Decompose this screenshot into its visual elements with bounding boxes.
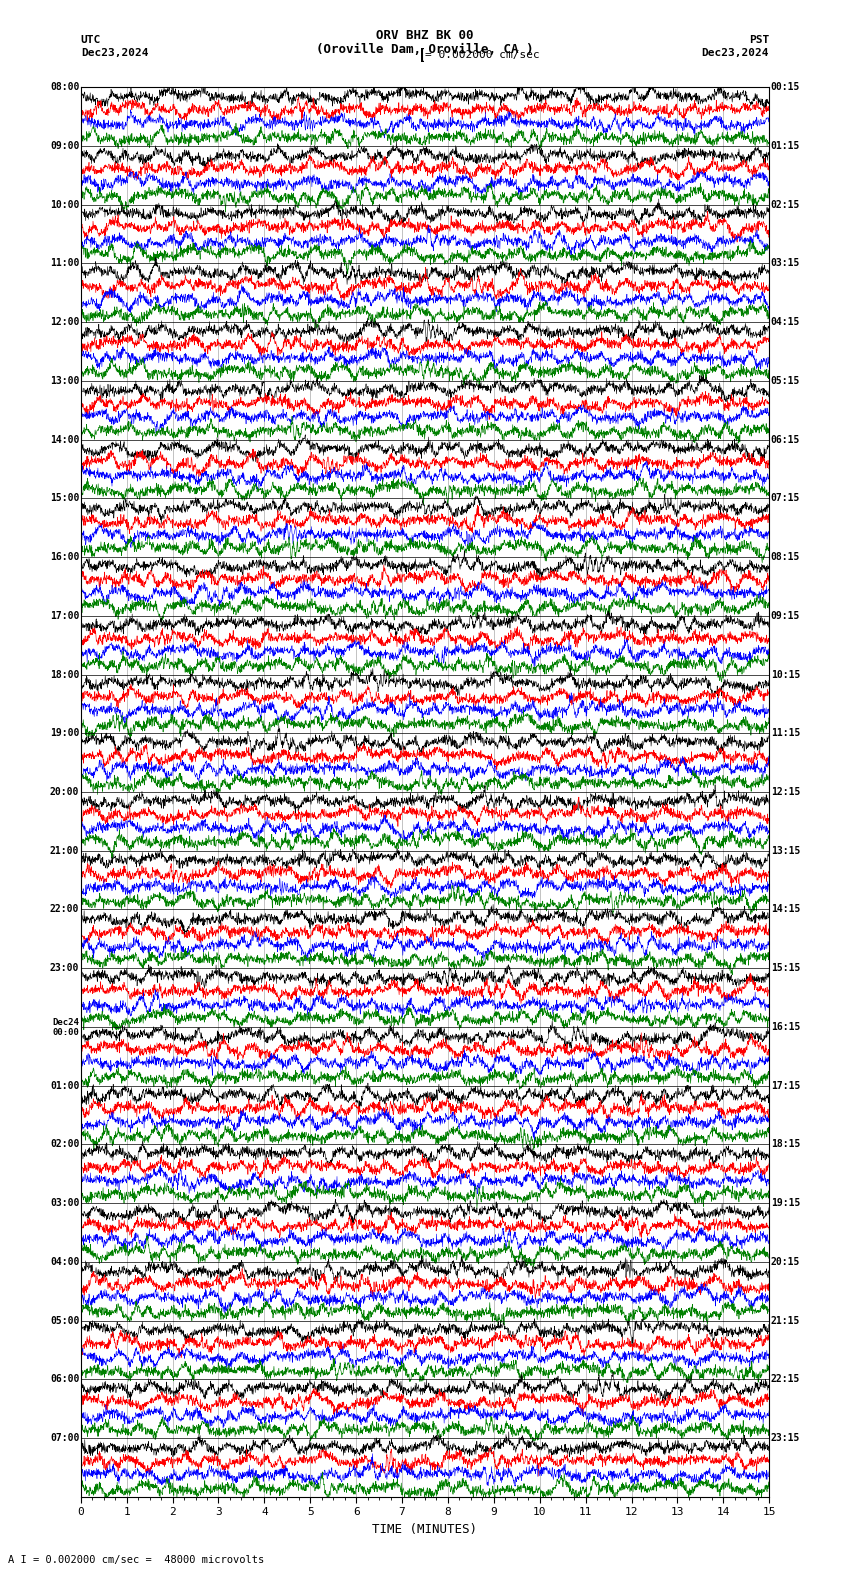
Text: 17:15: 17:15 (771, 1080, 800, 1091)
Text: 03:15: 03:15 (771, 258, 800, 268)
Text: 18:00: 18:00 (50, 670, 79, 680)
Text: 08:00: 08:00 (50, 82, 79, 92)
Text: 15:00: 15:00 (50, 493, 79, 504)
Text: 05:15: 05:15 (771, 375, 800, 386)
Text: 16:00: 16:00 (50, 553, 79, 562)
Text: 21:00: 21:00 (50, 846, 79, 855)
Text: 11:15: 11:15 (771, 729, 800, 738)
X-axis label: TIME (MINUTES): TIME (MINUTES) (372, 1522, 478, 1536)
Text: 09:00: 09:00 (50, 141, 79, 150)
Text: UTC: UTC (81, 35, 101, 44)
Text: 19:00: 19:00 (50, 729, 79, 738)
Text: 20:15: 20:15 (771, 1258, 800, 1267)
Text: 14:15: 14:15 (771, 904, 800, 914)
Text: Dec24: Dec24 (53, 1019, 79, 1026)
Text: 21:15: 21:15 (771, 1316, 800, 1326)
Text: 10:00: 10:00 (50, 200, 79, 209)
Text: 02:00: 02:00 (50, 1139, 79, 1150)
Text: 13:15: 13:15 (771, 846, 800, 855)
Text: 10:15: 10:15 (771, 670, 800, 680)
Text: 07:00: 07:00 (50, 1434, 79, 1443)
Text: 01:15: 01:15 (771, 141, 800, 150)
Text: 13:00: 13:00 (50, 375, 79, 386)
Text: = 0.002000 cm/sec: = 0.002000 cm/sec (425, 49, 540, 60)
Text: 05:00: 05:00 (50, 1316, 79, 1326)
Text: 22:15: 22:15 (771, 1375, 800, 1384)
Text: 14:00: 14:00 (50, 434, 79, 445)
Text: ORV BHZ BK 00: ORV BHZ BK 00 (377, 29, 473, 41)
Text: 18:15: 18:15 (771, 1139, 800, 1150)
Text: 06:15: 06:15 (771, 434, 800, 445)
Text: 19:15: 19:15 (771, 1198, 800, 1209)
Text: 12:00: 12:00 (50, 317, 79, 326)
Text: 04:15: 04:15 (771, 317, 800, 326)
Text: PST: PST (749, 35, 769, 44)
Text: 15:15: 15:15 (771, 963, 800, 973)
Text: 20:00: 20:00 (50, 787, 79, 797)
Text: 08:15: 08:15 (771, 553, 800, 562)
Text: 07:15: 07:15 (771, 493, 800, 504)
Text: 09:15: 09:15 (771, 611, 800, 621)
Text: A I = 0.002000 cm/sec =  48000 microvolts: A I = 0.002000 cm/sec = 48000 microvolts (8, 1555, 264, 1565)
Text: 12:15: 12:15 (771, 787, 800, 797)
Text: 16:15: 16:15 (771, 1022, 800, 1031)
Text: 06:00: 06:00 (50, 1375, 79, 1384)
Text: 04:00: 04:00 (50, 1258, 79, 1267)
Text: (Oroville Dam, Oroville, CA ): (Oroville Dam, Oroville, CA ) (316, 43, 534, 55)
Text: 17:00: 17:00 (50, 611, 79, 621)
Text: 02:15: 02:15 (771, 200, 800, 209)
Text: 11:00: 11:00 (50, 258, 79, 268)
Text: Dec23,2024: Dec23,2024 (702, 48, 769, 57)
Text: 01:00: 01:00 (50, 1080, 79, 1091)
Text: 00:15: 00:15 (771, 82, 800, 92)
Text: 00:00: 00:00 (53, 1028, 79, 1038)
Text: 22:00: 22:00 (50, 904, 79, 914)
Text: 03:00: 03:00 (50, 1198, 79, 1209)
Text: 23:00: 23:00 (50, 963, 79, 973)
Text: 23:15: 23:15 (771, 1434, 800, 1443)
Text: Dec23,2024: Dec23,2024 (81, 48, 148, 57)
